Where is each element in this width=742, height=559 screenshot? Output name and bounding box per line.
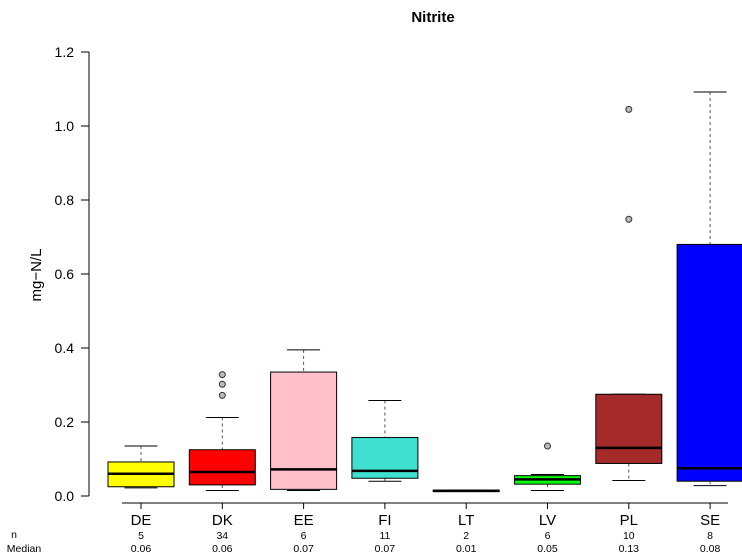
median-value: 0.06: [212, 543, 233, 555]
box-body: [676, 243, 742, 482]
n-value: 2: [463, 530, 469, 542]
median-value: 0.06: [131, 543, 152, 555]
outlier-point: [218, 391, 226, 399]
box-body: [270, 371, 338, 490]
n-row-label: n: [11, 529, 17, 541]
box-pl: [595, 105, 663, 481]
n-value: 34: [216, 530, 228, 542]
outlier-point: [625, 215, 633, 223]
chart-title: Nitrite: [411, 9, 454, 26]
x-tick-label: DE: [131, 512, 152, 529]
outlier-point: [218, 380, 226, 388]
y-tick-label: 0.8: [55, 192, 75, 208]
median-value: 0.01: [456, 543, 477, 555]
outlier-point: [218, 371, 226, 379]
x-ticks: DE50.06DK340.06EE60.07FI110.07LT20.01LV6…: [131, 503, 721, 555]
box-lv: [514, 442, 581, 491]
x-tick-label: LV: [539, 512, 556, 529]
outlier-point: [544, 442, 551, 450]
median-value: 0.07: [293, 543, 314, 555]
box-body: [351, 437, 419, 479]
box-fi: [351, 400, 419, 482]
y-tick-label: 1.2: [55, 44, 75, 60]
n-value: 6: [301, 530, 307, 542]
box-de: [107, 445, 175, 489]
median-value: 0.07: [375, 543, 396, 555]
box-lt: [432, 489, 500, 493]
median-value: 0.13: [619, 543, 640, 555]
y-tick-label: 0.0: [55, 488, 75, 504]
y-tick-label: 0.4: [55, 340, 75, 356]
outlier-point: [625, 105, 633, 113]
box-body: [595, 393, 663, 464]
y-tick-label: 0.6: [55, 266, 75, 282]
x-tick-label: LT: [458, 512, 474, 529]
boxes: [107, 91, 742, 493]
box-dk: [188, 371, 256, 491]
box-ee: [270, 349, 338, 491]
median-value: 0.05: [537, 543, 558, 555]
n-value: 8: [707, 530, 713, 542]
y-tick-label: 1.0: [55, 118, 75, 134]
n-value: 10: [623, 530, 635, 542]
x-tick-label: PL: [620, 512, 638, 529]
x-tick-label: SE: [700, 512, 720, 529]
n-value: 6: [545, 530, 551, 542]
median-row-label: Median: [7, 543, 42, 555]
y-tick-label: 0.2: [55, 414, 75, 430]
x-tick-label: FI: [378, 512, 391, 529]
x-tick-label: EE: [294, 512, 314, 529]
box-se: [676, 91, 742, 487]
median-value: 0.08: [700, 543, 721, 555]
n-value: 5: [138, 530, 144, 542]
y-ticks: 0.0 0.2 0.4 0.6 0.8 1.0 1.2: [55, 44, 89, 504]
n-value: 11: [379, 530, 390, 542]
box-body: [188, 449, 256, 486]
x-tick-label: DK: [212, 512, 233, 529]
y-axis-label: mg−N/L: [28, 249, 45, 302]
